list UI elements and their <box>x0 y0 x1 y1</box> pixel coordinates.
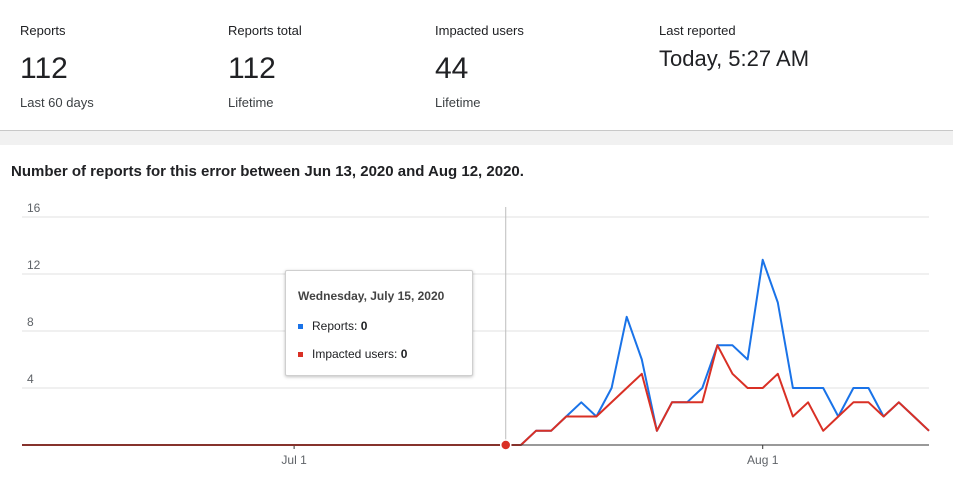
stat-value: Today, 5:27 AM <box>659 46 810 71</box>
stat-label: Impacted users <box>435 23 524 38</box>
chart-tooltip: Wednesday, July 15, 2020 Reports: 0 Impa… <box>285 270 473 376</box>
impacted-users-series-line <box>22 344 930 446</box>
stat-label: Last reported <box>659 23 736 38</box>
tooltip-row-users: Impacted users: 0 <box>298 347 407 361</box>
reports-swatch-icon <box>298 324 303 330</box>
stat-value: 44 <box>435 52 469 85</box>
x-tick-label: Aug 1 <box>747 453 779 467</box>
chart-series <box>22 258 930 446</box>
tooltip-users-value: 0 <box>400 347 408 361</box>
y-axis-ticks: 4 8 12 16 <box>27 201 41 386</box>
y-tick-label: 16 <box>27 201 41 215</box>
section-divider <box>0 131 953 145</box>
users-swatch-icon <box>298 352 303 358</box>
stat-label: Reports total <box>228 23 302 38</box>
stat-reports-total: Reports total 112 Lifetime <box>228 23 302 110</box>
tooltip-reports-label: Reports: <box>312 319 361 333</box>
stat-last-reported: Last reported Today, 5:27 AM <box>659 23 809 72</box>
stats-summary: Reports 112 Last 60 days Reports total 1… <box>0 0 953 131</box>
chart-title: Number of reports for this error between… <box>11 163 524 180</box>
stat-label: Reports <box>20 23 66 38</box>
y-tick-label: 8 <box>27 315 34 329</box>
hover-point-marker <box>499 439 512 451</box>
stat-impacted-users: Impacted users 44 Lifetime <box>435 23 524 110</box>
tooltip-row-reports: Reports: 0 <box>298 319 367 333</box>
tooltip-users-label: Impacted users: <box>312 347 401 361</box>
y-tick-label: 12 <box>27 258 41 272</box>
stat-sub: Lifetime <box>228 95 274 110</box>
tooltip-reports-value: 0 <box>360 319 368 333</box>
stat-sub: Last 60 days <box>20 95 94 110</box>
x-axis-ticks: Jul 1 Aug 1 <box>281 445 779 467</box>
chart-gridlines <box>22 216 929 389</box>
stat-value: 112 <box>228 52 276 85</box>
tooltip-date: Wednesday, July 15, 2020 <box>298 289 445 303</box>
reports-line-chart[interactable]: 4 8 12 16 Jul 1 Aug 1 <box>0 195 953 485</box>
y-tick-label: 4 <box>27 372 34 386</box>
x-tick-label: Jul 1 <box>281 453 307 467</box>
stat-sub: Lifetime <box>435 95 481 110</box>
stat-value: 112 <box>20 52 68 85</box>
stat-reports: Reports 112 Last 60 days <box>20 23 94 110</box>
